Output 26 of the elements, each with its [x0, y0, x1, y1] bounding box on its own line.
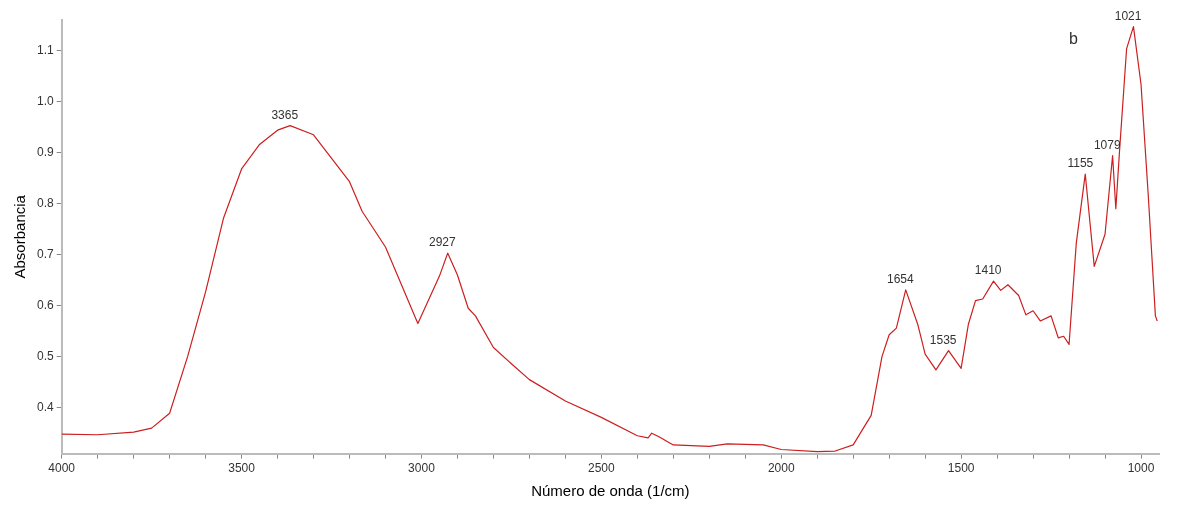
- annotation: 1654: [887, 272, 915, 287]
- y-tick-label: 0.7: [36, 246, 54, 261]
- x-tick-label: 4000: [48, 461, 76, 476]
- x-tick-label: 3500: [228, 461, 256, 476]
- x-axis-title: Número de onda (1/cm): [531, 482, 690, 500]
- annotation: 1535: [929, 332, 957, 347]
- annotation: 2927: [429, 235, 457, 250]
- y-tick-label: 0.9: [36, 144, 54, 159]
- x-tick-label: 1000: [1127, 461, 1155, 476]
- annotation: 1021: [1114, 8, 1142, 23]
- y-tick-label: 0.8: [36, 195, 54, 210]
- annotation: 3365: [271, 107, 299, 122]
- annotation: 1079: [1093, 138, 1121, 152]
- y-tick-label: 0.5: [36, 348, 54, 363]
- y-tick-label: 1.1: [36, 42, 54, 57]
- annotation: 1410: [974, 263, 1002, 278]
- x-tick-label: 3000: [408, 461, 436, 476]
- annotation: 1155: [1067, 156, 1094, 171]
- y-axis-title: Absorbancia: [11, 194, 29, 279]
- annotation: b: [1069, 30, 1078, 48]
- x-tick-label: 2500: [587, 461, 616, 476]
- y-tick-label: 1.0: [36, 93, 54, 108]
- y-tick-label: 0.6: [36, 297, 54, 312]
- x-tick-label: 1500: [947, 461, 975, 476]
- y-tick-label: 0.4: [36, 400, 54, 414]
- x-tick-label: 2000: [767, 461, 795, 476]
